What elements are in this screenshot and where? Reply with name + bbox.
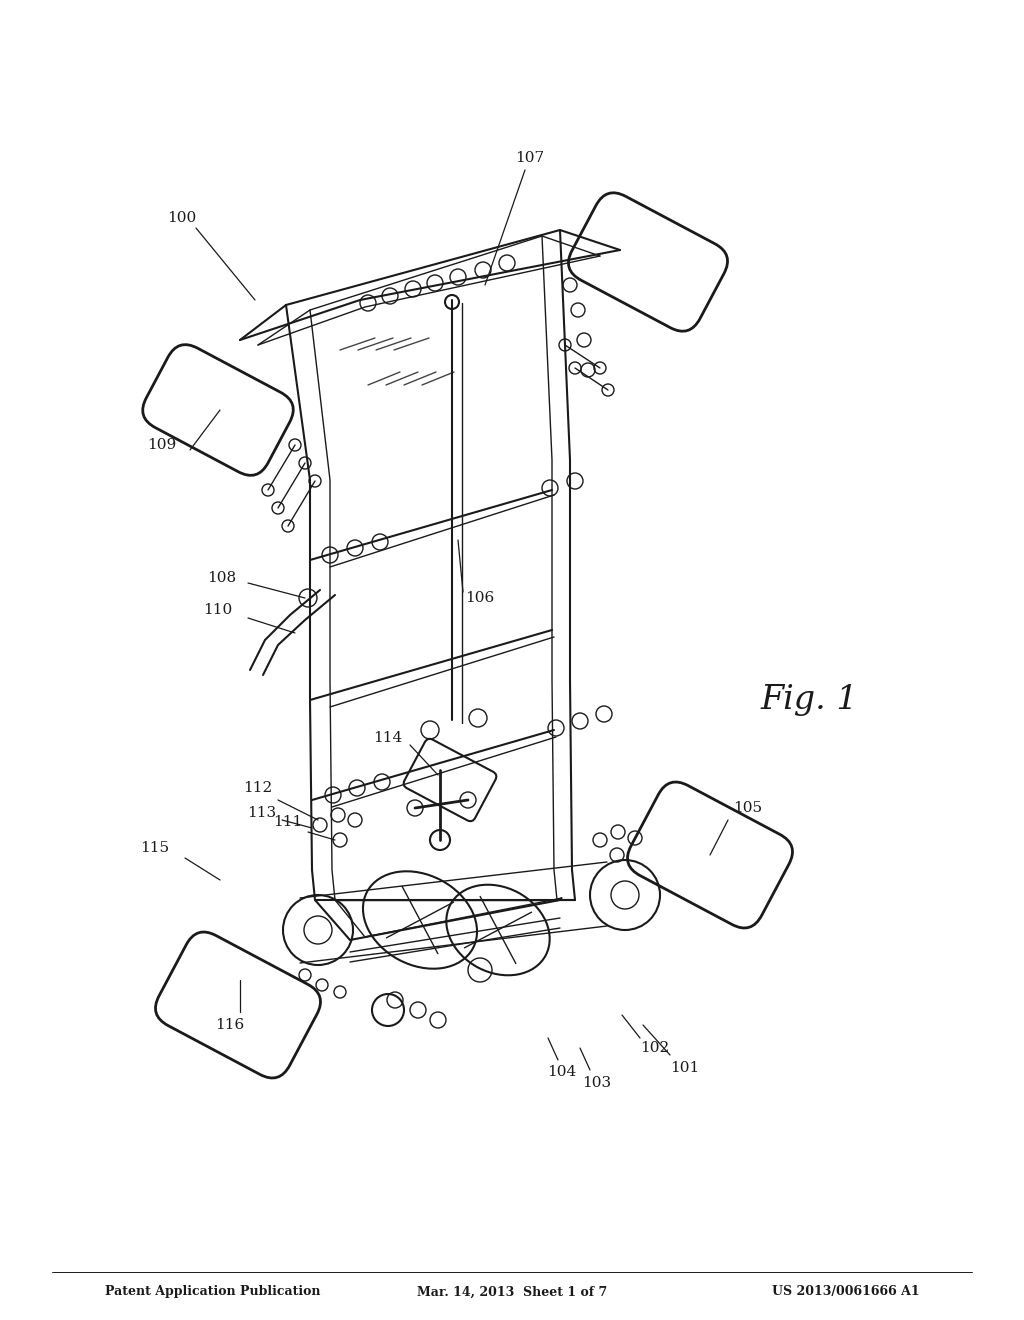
Text: 101: 101	[671, 1061, 699, 1074]
Text: 107: 107	[515, 150, 545, 165]
Text: 113: 113	[248, 807, 276, 820]
Text: 102: 102	[640, 1041, 670, 1055]
Text: 111: 111	[273, 814, 303, 829]
Text: 110: 110	[204, 603, 232, 616]
Text: 116: 116	[215, 1018, 245, 1032]
Text: 106: 106	[465, 591, 495, 605]
Text: Patent Application Publication: Patent Application Publication	[105, 1286, 321, 1299]
Text: US 2013/0061666 A1: US 2013/0061666 A1	[772, 1286, 920, 1299]
Text: 114: 114	[374, 731, 402, 744]
Text: Fig. 1: Fig. 1	[760, 684, 858, 715]
Text: 109: 109	[147, 438, 176, 451]
Text: 104: 104	[548, 1065, 577, 1078]
Text: Mar. 14, 2013  Sheet 1 of 7: Mar. 14, 2013 Sheet 1 of 7	[417, 1286, 607, 1299]
Text: 103: 103	[583, 1076, 611, 1090]
Text: 112: 112	[244, 781, 272, 795]
Text: 108: 108	[208, 572, 237, 585]
Text: 100: 100	[167, 211, 197, 224]
Text: 105: 105	[733, 801, 763, 814]
Text: 115: 115	[140, 841, 170, 855]
